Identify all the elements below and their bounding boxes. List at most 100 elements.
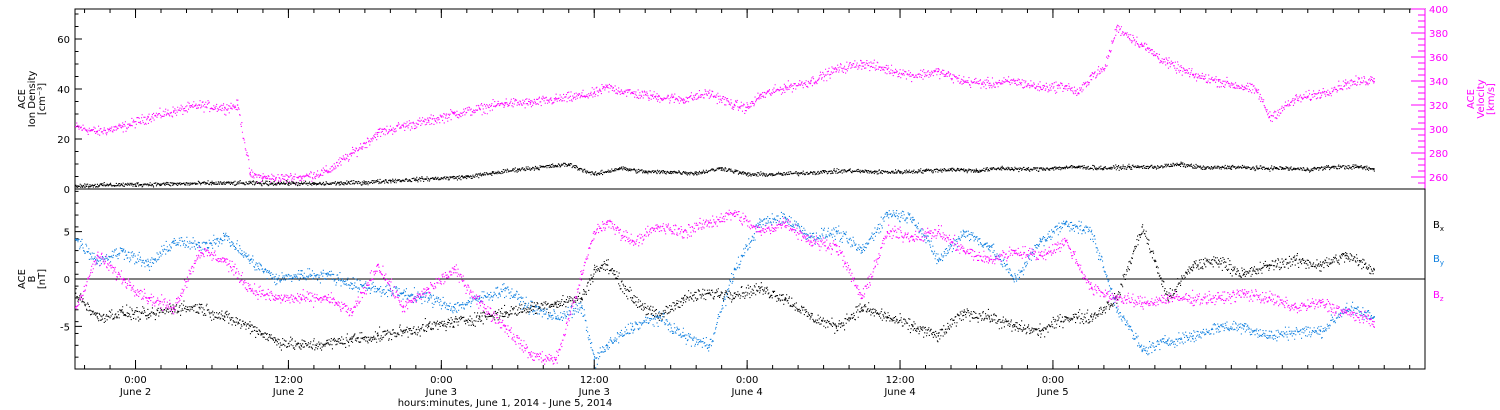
data-point-velocity [555, 98, 557, 100]
data-point-by [1294, 330, 1296, 332]
data-point-density [1154, 165, 1156, 168]
x-tick-time-label: 12:00 [274, 375, 303, 386]
data-point-by [1243, 325, 1245, 328]
velocity-axis: 260 280 300 320 340 360 380 400 [1411, 5, 1448, 190]
series-bx-scatter [75, 224, 1375, 351]
velocity-tick-label: 360 [1429, 53, 1448, 64]
velocity-axis-title-line: [km/s] [1486, 83, 1497, 115]
data-point-density [1358, 165, 1360, 168]
data-point-bx [75, 292, 77, 294]
series-density-scatter [75, 161, 1375, 189]
data-point-density [287, 182, 290, 184]
legend-label-main: B [1433, 254, 1440, 265]
legend-label-bz: Bz [1433, 290, 1444, 303]
data-point-bz [1294, 306, 1296, 309]
data-point-bx [1319, 264, 1322, 266]
data-point-density [1281, 167, 1283, 169]
b-field-axis-title-line: B [27, 275, 38, 282]
data-point-by [1039, 240, 1041, 242]
density-axis-title: ACEIon Density[cm⁻³] [17, 71, 48, 128]
data-point-density [823, 170, 825, 173]
data-point-bz [963, 250, 965, 252]
data-point-velocity [224, 106, 226, 109]
b-field-axis-tick-label: -5 [60, 322, 70, 333]
density-axis-tick-label: 20 [57, 135, 70, 146]
data-point-bz [275, 297, 277, 299]
data-point-by [784, 216, 787, 219]
data-point-velocity [759, 94, 761, 97]
series-velocity-scatter [75, 24, 1375, 185]
data-point-bx [937, 335, 939, 337]
data-point-velocity [606, 86, 608, 88]
data-point-density [721, 167, 723, 169]
data-point-velocity [173, 110, 175, 112]
legend-label-main: B [1433, 220, 1440, 231]
data-point-bz [428, 287, 430, 290]
data-point-density [975, 169, 978, 171]
density-axis-tick-label: 40 [57, 85, 70, 96]
data-point-bx [682, 297, 685, 299]
data-point-by [1268, 335, 1271, 337]
x-tick-time-label: 12:00 [886, 375, 915, 386]
data-point-velocity [198, 104, 200, 106]
data-point-bx [351, 338, 353, 340]
data-point-by [886, 212, 888, 214]
data-point-bx [1090, 316, 1092, 318]
data-point-by [402, 292, 404, 294]
x-tick-date-label: June 2 [272, 387, 304, 398]
data-point-velocity [1090, 74, 1092, 76]
data-point-velocity [657, 96, 659, 98]
density-axis-tick-label: 60 [57, 35, 70, 46]
data-point-by [428, 297, 430, 299]
data-point-bz [1345, 311, 1347, 313]
data-point-bz [810, 240, 812, 242]
data-point-bz [479, 302, 481, 304]
series-bz [75, 209, 1375, 365]
data-point-density [1103, 167, 1105, 169]
top-plot-area [75, 24, 1375, 189]
data-point-velocity [529, 102, 532, 104]
data-point-by [377, 287, 379, 290]
data-point-bx [1294, 259, 1296, 261]
series-velocity [75, 24, 1375, 185]
data-point-velocity [937, 70, 939, 73]
data-point-density [695, 172, 697, 174]
data-point-by [275, 278, 277, 280]
data-point-density [173, 182, 175, 185]
data-point-bx [784, 297, 787, 299]
data-point-density [1205, 167, 1207, 169]
data-point-density [1001, 167, 1003, 169]
data-point-density [249, 182, 251, 184]
data-point-bz [453, 268, 455, 271]
data-point-bz [1014, 250, 1016, 252]
data-point-bz [580, 273, 583, 275]
data-point-bz [1141, 302, 1143, 304]
data-point-bx [835, 325, 837, 328]
data-point-by [606, 344, 608, 346]
data-point-by [835, 231, 837, 233]
data-point-density [440, 177, 442, 179]
velocity-tick-label: 280 [1429, 149, 1448, 160]
data-point-by [453, 306, 455, 309]
data-point-density [517, 168, 519, 170]
data-point-density [134, 183, 137, 185]
data-point-by [326, 273, 328, 275]
data-point-velocity [784, 86, 787, 88]
data-point-bz [75, 306, 77, 309]
x-tick-time-label: 0:00 [430, 375, 452, 386]
data-point-density [1230, 165, 1232, 168]
data-point-density [1052, 167, 1054, 169]
data-point-bx [275, 340, 277, 342]
series-bz-scatter [75, 209, 1375, 365]
data-point-density [746, 173, 748, 175]
x-tick-time-label: 0:00 [1042, 375, 1064, 386]
data-point-velocity [147, 116, 149, 118]
data-point-bz [682, 231, 685, 233]
data-point-velocity [479, 108, 481, 110]
data-point-bx [912, 325, 914, 328]
data-point-density [1332, 165, 1334, 168]
data-point-density [1179, 163, 1182, 165]
x-tick-date-label: June 3 [425, 387, 457, 398]
data-point-by [147, 264, 149, 266]
x-tick-time-label: 12:00 [580, 375, 609, 386]
